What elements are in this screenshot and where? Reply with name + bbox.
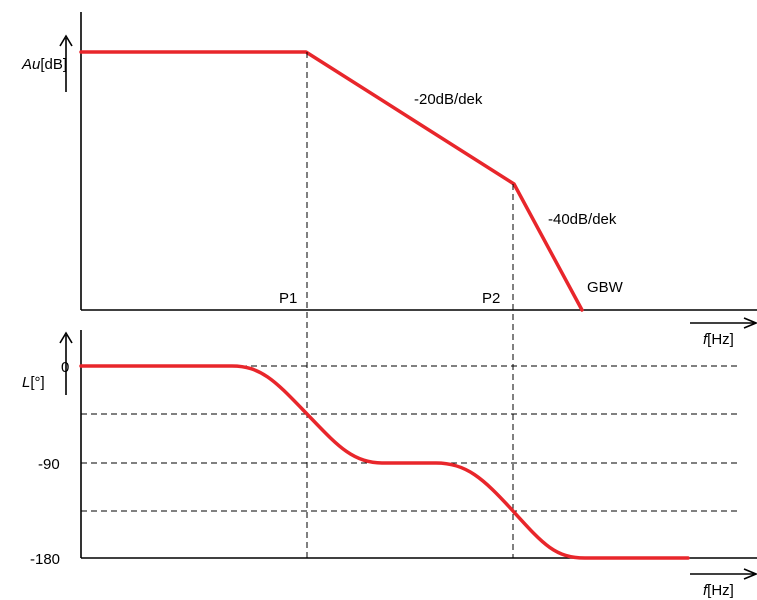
magnitude-plot: Au[dB] -20dB/dek -40dB/dek P1 P2 GBW f[H… [21,12,757,348]
phase-y-arrow [59,331,73,395]
gbw-label: GBW [587,279,624,296]
magnitude-x-label: f[Hz] [703,331,734,348]
phase-curve [79,364,690,560]
phase-x-label-group: f[Hz] [690,568,757,599]
slope-label-40db: -40dB/dek [548,211,617,228]
phase-tick-180: -180 [30,551,60,568]
phase-x-label: f[Hz] [703,582,734,599]
phase-tick-0: 0 [61,359,69,376]
magnitude-curve [79,50,584,312]
phase-plot: L[°] 0 -90 -180 f[Hz] [22,330,757,599]
phase-tick-90: -90 [38,456,60,473]
magnitude-x-label-group: f[Hz] [690,317,757,348]
pole-p2-label: P2 [482,290,500,307]
phase-y-label: L[°] [22,374,45,391]
magnitude-y-arrow [59,34,73,92]
magnitude-y-label: Au[dB] [21,56,67,73]
pole-p1-label: P1 [279,290,297,307]
slope-label-20db: -20dB/dek [414,91,483,108]
